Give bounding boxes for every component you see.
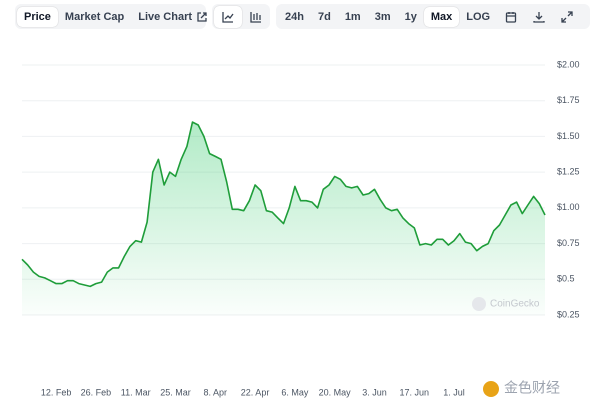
candle-icon xyxy=(250,11,261,23)
y-tick-label: $1.00 xyxy=(557,202,580,212)
log-button[interactable]: LOG xyxy=(466,10,491,23)
x-tick-label: 8. Apr xyxy=(204,387,228,397)
watermark-text: CoinGecko xyxy=(490,299,540,310)
view-tabs: Price Market Cap Live Chart xyxy=(15,4,207,29)
fullscreen-button[interactable] xyxy=(553,6,581,28)
x-tick-label: 12. Feb xyxy=(41,387,72,397)
range-button[interactable]: Max xyxy=(423,6,460,27)
tab-market-cap[interactable]: Market Cap xyxy=(64,10,125,23)
calendar-icon xyxy=(505,11,517,23)
x-tick-label: 1. Jul xyxy=(443,387,465,397)
x-tick-label: 11. Mar xyxy=(121,387,151,397)
download-button[interactable] xyxy=(525,6,553,28)
chart-type-tabs xyxy=(212,4,270,29)
y-tick-label: $0.5 xyxy=(557,274,575,284)
y-tick-label: $2.00 xyxy=(557,59,580,69)
range-tabs: 24h 7d 1m 3m 1y Max LOG xyxy=(276,4,590,29)
range-button[interactable]: 7d xyxy=(317,10,331,23)
download-icon xyxy=(533,11,545,23)
y-tick-label: $1.75 xyxy=(557,95,580,105)
x-tick-label: 22. Apr xyxy=(241,387,270,397)
y-tick-label: $1.50 xyxy=(557,131,580,141)
tab-price[interactable]: Price xyxy=(17,6,58,27)
expand-icon xyxy=(561,10,573,23)
tab-live-chart[interactable]: Live Chart xyxy=(131,6,216,28)
range-button[interactable]: 3m xyxy=(374,10,391,23)
calendar-button[interactable] xyxy=(497,6,525,28)
y-tick-label: $1.25 xyxy=(557,167,580,177)
range-button[interactable]: 1y xyxy=(404,10,417,23)
x-tick-label: 6. May xyxy=(281,387,309,397)
y-tick-label: $0.75 xyxy=(557,238,580,248)
source-logo: 金色财经 xyxy=(483,380,560,397)
x-tick-label: 26. Feb xyxy=(81,387,112,397)
tab-live-chart-label: Live Chart xyxy=(138,10,193,23)
line-icon xyxy=(222,11,234,23)
x-tick-label: 17. Jun xyxy=(399,387,429,397)
line-chart-button[interactable] xyxy=(214,5,242,28)
watermark: CoinGecko xyxy=(472,297,540,311)
external-icon xyxy=(197,11,207,22)
candle-chart-button[interactable] xyxy=(242,6,270,28)
price-area xyxy=(22,122,545,315)
range-button[interactable]: 24h xyxy=(285,10,304,23)
range-button[interactable]: 1m xyxy=(344,10,361,23)
price-line xyxy=(21,121,546,288)
y-tick-label: $0.25 xyxy=(557,309,580,319)
x-tick-label: 3. Jun xyxy=(362,387,387,397)
source-logo-text: 金色财经 xyxy=(504,380,560,396)
x-tick-label: 20. May xyxy=(319,387,352,397)
x-tick-label: 25. Mar xyxy=(160,387,191,397)
